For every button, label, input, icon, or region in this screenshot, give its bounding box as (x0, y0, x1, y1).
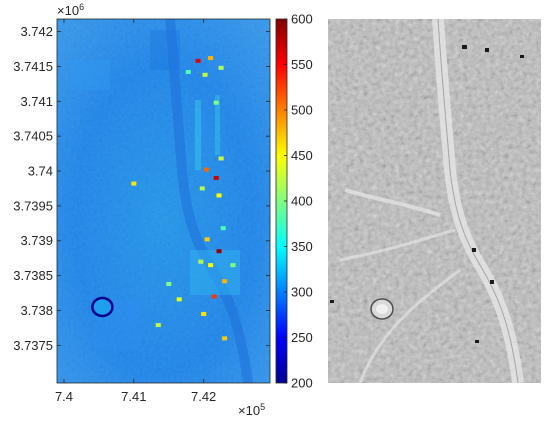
y-tick-label: 3.739 (20, 233, 53, 248)
y-tick-label: 3.7385 (13, 268, 53, 283)
hotspot-mark (198, 259, 204, 264)
y-tick-label: 3.741 (20, 94, 53, 109)
x-axis: 7.4 7.41 7.42 (55, 19, 216, 404)
hotspot-mark (195, 58, 201, 63)
x-exponent-label: ×105 (238, 402, 265, 418)
hotspot-mark (203, 167, 209, 172)
hotspot-mark (202, 72, 208, 77)
low-feature-layer (91, 296, 114, 318)
hotspot-mark (218, 156, 224, 161)
hotspot-mark (216, 249, 222, 254)
colorbar-tick-label: 450 (291, 148, 313, 163)
colorbar-tick-label: 200 (291, 376, 313, 391)
hotspot-mark (222, 279, 228, 284)
hotspot-layer (131, 56, 236, 341)
colorbar-tick-label: 300 (291, 285, 313, 300)
hotspot-mark (208, 263, 214, 268)
y-axis: 3.7375 3.738 3.7385 3.739 3.7395 3.74 3.7405 3.… (13, 24, 270, 353)
low-feature-mark (91, 296, 114, 318)
colorbar-tick-label: 250 (291, 330, 313, 345)
colorbar-ticks: 200 250 300 350 400 450 500 550 600 (284, 12, 313, 391)
hotspot-mark (201, 311, 207, 316)
hotspot-mark (213, 175, 219, 180)
hotspot-mark (131, 181, 137, 186)
hotspot-mark (218, 65, 224, 70)
y-tick-label: 3.738 (20, 303, 53, 318)
x-tick-label: 7.4 (55, 389, 73, 404)
y-tick-label: 3.7375 (13, 338, 53, 353)
hotspot-mark (211, 294, 217, 299)
hillshade-panel (328, 19, 541, 383)
hotspot-mark (176, 297, 182, 302)
hotspot-mark (230, 263, 236, 268)
hotspot-mark (204, 237, 210, 242)
y-tick-label: 3.74 (28, 164, 53, 179)
hotspot-mark (199, 186, 205, 191)
y-exponent-label: ×106 (57, 2, 84, 18)
hotspot-mark (213, 100, 219, 105)
colorbar-tick-label: 400 (291, 194, 313, 209)
y-tick-label: 3.7405 (13, 129, 53, 144)
heatmap-panel: 7.4 7.41 7.42 3.7375 3.738 3.7385 3.739 3.7395… (13, 2, 271, 418)
colorbar-tick-label: 500 (291, 103, 313, 118)
colorbar-tick-label: 600 (291, 12, 313, 27)
hotspot-mark (216, 193, 222, 198)
heatmap-image (57, 19, 270, 383)
x-tick-label: 7.41 (121, 389, 146, 404)
hotspot-mark (166, 281, 172, 286)
hotspot-mark (220, 226, 226, 231)
colorbar: 200 250 300 350 400 450 500 550 600 (275, 12, 313, 391)
hotspot-mark (155, 323, 161, 328)
x-tick-label: 7.42 (191, 389, 216, 404)
y-tick-label: 3.7395 (13, 198, 53, 213)
hotspot-mark (185, 69, 191, 74)
hotspot-mark (208, 56, 214, 61)
colorbar-tick-label: 550 (291, 57, 313, 72)
colorbar-tick-label: 350 (291, 239, 313, 254)
y-tick-label: 3.7415 (13, 59, 53, 74)
heatmap-axes-frame (56, 18, 271, 384)
hillshade-image (328, 19, 541, 383)
hotspot-mark (222, 336, 228, 341)
y-tick-label: 3.742 (20, 24, 53, 39)
